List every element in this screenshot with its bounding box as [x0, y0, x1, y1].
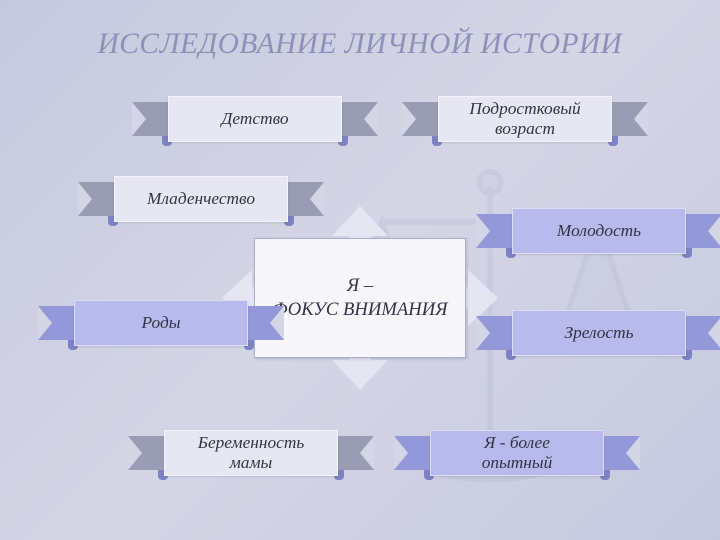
banner-label: Роды — [74, 300, 248, 346]
banner-pregnancy: Беременностьмамы — [156, 430, 346, 476]
center-box: Я –ФОКУС ВНИМАНИЯ — [254, 238, 466, 358]
center-block: Я –ФОКУС ВНИМАНИЯ — [254, 238, 466, 358]
banner-label: Детство — [168, 96, 342, 142]
banner-childhood: Детство — [160, 96, 350, 142]
banner-label: Я - болееопытный — [430, 430, 604, 476]
center-text: Я –ФОКУС ВНИМАНИЯ — [273, 274, 448, 323]
page-title: ИССЛЕДОВАНИЕ ЛИЧНОЙ ИСТОРИИ — [0, 28, 720, 61]
arrow-up-icon — [332, 206, 388, 236]
diagram-stage: ИССЛЕДОВАНИЕ ЛИЧНОЙ ИСТОРИИ Я –ФОКУС ВНИ… — [0, 0, 720, 540]
arrow-down-icon — [332, 360, 388, 390]
banner-birth: Роды — [66, 300, 256, 346]
banner-label: Беременностьмамы — [164, 430, 338, 476]
banner-youth: Молодость — [504, 208, 694, 254]
banner-infancy: Младенчество — [106, 176, 296, 222]
banner-label: Зрелость — [512, 310, 686, 356]
banner-older-self: Я - болееопытный — [422, 430, 612, 476]
banner-label: Подростковыйвозраст — [438, 96, 612, 142]
banner-teen: Подростковыйвозраст — [430, 96, 620, 142]
banner-label: Молодость — [512, 208, 686, 254]
banner-label: Младенчество — [114, 176, 288, 222]
banner-maturity: Зрелость — [504, 310, 694, 356]
